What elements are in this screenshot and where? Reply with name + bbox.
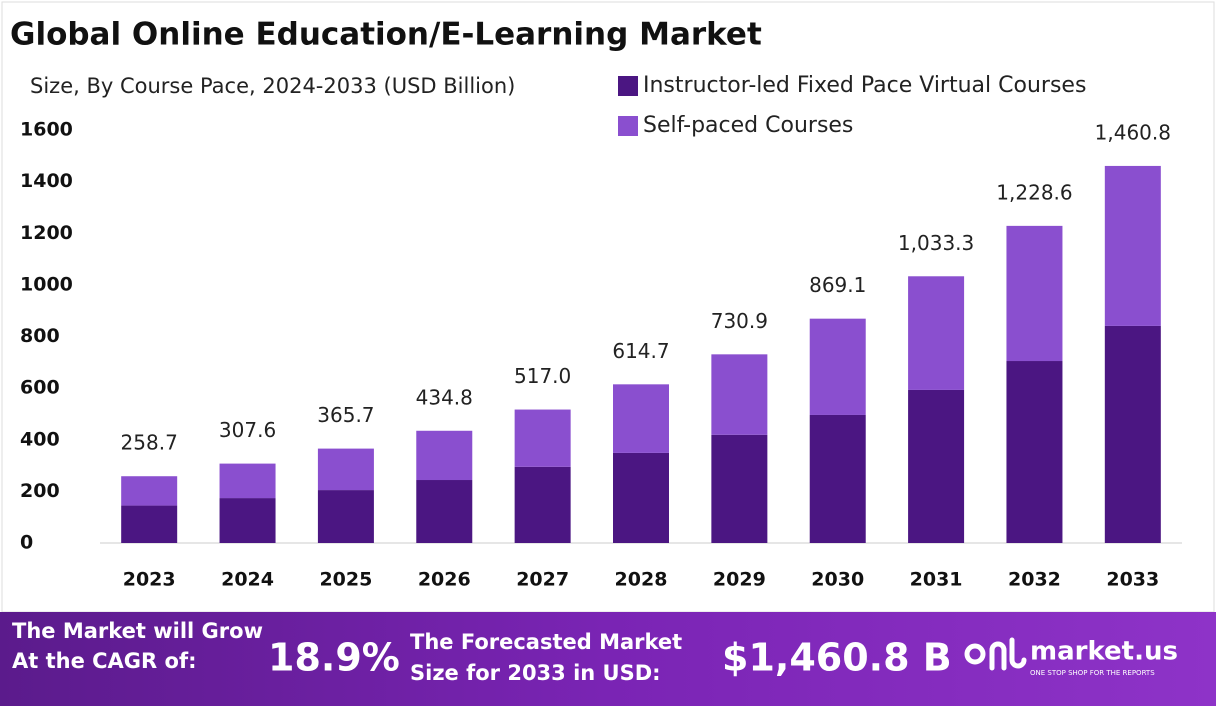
y-tick-label: 800 — [20, 325, 60, 347]
bar-segment — [809, 414, 866, 543]
bar-segment — [514, 466, 571, 543]
y-tick-label: 1600 — [20, 119, 73, 141]
legend-label: Instructor-led Fixed Pace Virtual Course… — [643, 73, 1086, 98]
total-label: 869.1 — [809, 273, 866, 297]
brand-name: market.us — [1030, 637, 1178, 667]
y-tick-label: 1000 — [20, 273, 73, 295]
brand-tagline: ONE STOP SHOP FOR THE REPORTS — [1030, 669, 1155, 677]
footer-text: Size for 2033 in USD: — [410, 661, 661, 685]
total-label: 517.0 — [514, 364, 571, 388]
total-label: 434.8 — [416, 385, 473, 409]
brand-logo — [964, 637, 1027, 671]
total-label: 1,033.3 — [898, 231, 974, 255]
bar-segment — [1006, 225, 1063, 362]
bar-segment — [1104, 325, 1161, 543]
bar-segment — [613, 384, 669, 453]
x-tick-label: 2028 — [615, 569, 668, 591]
bar-segment — [908, 389, 965, 543]
bar-segment — [317, 448, 374, 491]
x-tick-label: 2023 — [123, 569, 176, 591]
y-tick-label: 0 — [20, 532, 33, 554]
footer-text: At the CAGR of: — [12, 649, 197, 673]
y-tick-label: 600 — [20, 377, 60, 399]
total-label: 258.7 — [121, 431, 178, 455]
bar-segment — [121, 505, 178, 543]
bar-segment — [711, 434, 768, 543]
bar-segment — [809, 318, 866, 415]
bar-segment — [514, 409, 571, 467]
cagr-value: 18.9% — [268, 636, 400, 680]
x-tick-label: 2033 — [1106, 569, 1159, 591]
forecast-value: $1,460.8 B — [722, 636, 952, 680]
x-tick-label: 2029 — [713, 569, 766, 591]
total-label: 1,228.6 — [996, 180, 1072, 204]
x-tick-label: 2031 — [910, 569, 963, 591]
x-tick-label: 2032 — [1008, 569, 1061, 591]
legend-label: Self-paced Courses — [643, 113, 853, 138]
bar-segment — [908, 276, 965, 390]
x-tick-label: 2024 — [221, 569, 274, 591]
total-label: 730.9 — [711, 309, 768, 333]
x-tick-label: 2025 — [319, 569, 372, 591]
bar-segment — [1006, 361, 1063, 543]
total-label: 307.6 — [219, 418, 276, 442]
total-label: 1,460.8 — [1095, 120, 1171, 144]
bar-segment — [317, 490, 374, 543]
bar-segment — [613, 452, 669, 543]
bar-segment — [711, 354, 768, 435]
bar-segment — [416, 480, 473, 543]
x-tick-label: 2026 — [418, 569, 471, 591]
total-label: 614.7 — [612, 339, 669, 363]
bar-segment — [121, 476, 178, 506]
footer-text: The Market will Grow — [12, 619, 263, 643]
total-label: 365.7 — [317, 403, 374, 427]
chart-subtitle: Size, By Course Pace, 2024-2033 (USD Bil… — [30, 74, 515, 98]
bar-segment — [1104, 165, 1161, 326]
x-tick-label: 2027 — [516, 569, 569, 591]
chart-title: Global Online Education/E-Learning Marke… — [10, 17, 762, 53]
bar-segment — [219, 498, 276, 543]
x-tick-label: 2030 — [811, 569, 864, 591]
bar-segment — [416, 430, 473, 481]
legend-swatch — [618, 76, 638, 96]
legend-swatch — [618, 116, 638, 136]
y-tick-label: 1200 — [20, 222, 73, 244]
y-tick-label: 200 — [20, 480, 60, 502]
bar-segment — [219, 463, 276, 499]
footer-text: The Forecasted Market — [410, 630, 682, 654]
y-tick-label: 400 — [20, 428, 60, 450]
y-tick-label: 1400 — [20, 170, 73, 192]
